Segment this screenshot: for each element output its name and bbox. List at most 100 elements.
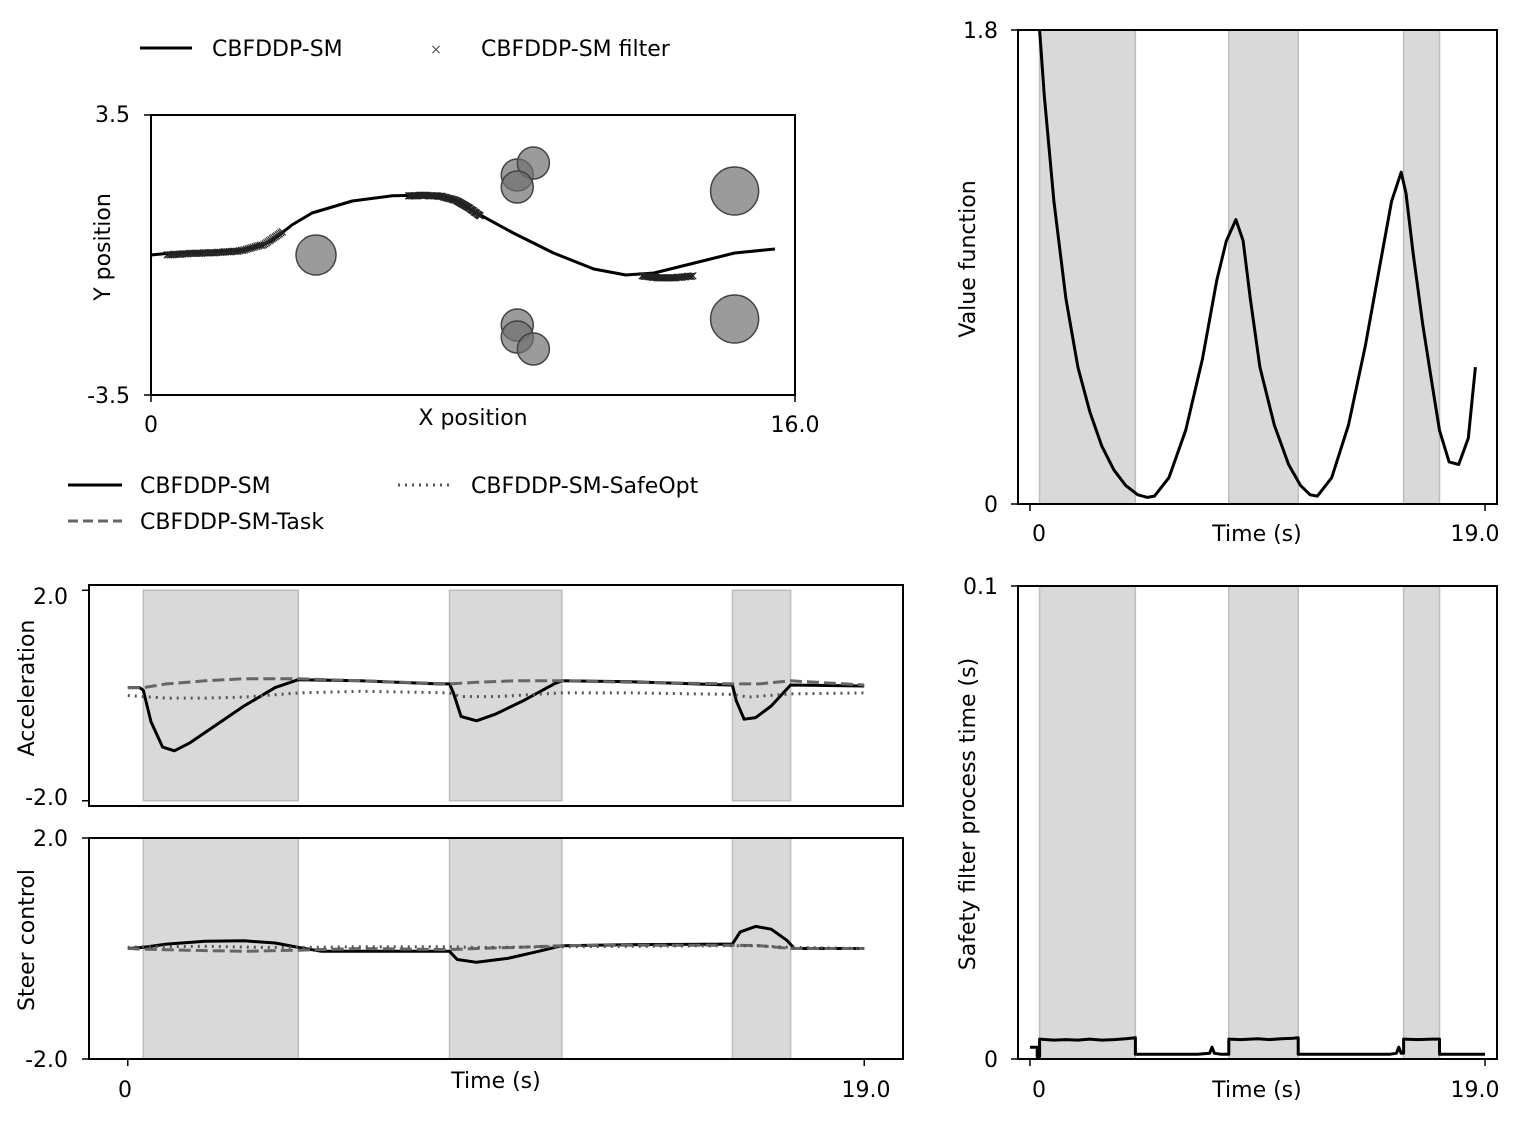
filter-marker-point: × [424,189,435,204]
filter-marker-point: × [167,248,178,263]
filter-marker-point: × [466,203,477,218]
filter-marker-point: × [682,270,693,285]
filter-marker-point: × [447,193,458,208]
intervention-band-2 [1402,585,1441,1060]
filter-marker-point: × [265,233,276,248]
filter-marker-point: × [426,189,437,204]
process-time-panel: 0 19.0 0.1 0 Time (s) Safety filter process t… [956,575,1499,1103]
legend-label-cbfddp-sm-filter: CBFDDP-SM filter [481,37,671,62]
filter-marker-point: × [433,189,444,204]
filter-marker-point: × [638,269,649,284]
filter-marker-point: × [461,199,472,214]
trajectory-legend: CBFDDP-SM × CBFDDP-SM filter [140,37,671,62]
series-line-cbfddp-sm [127,678,865,753]
axes-frame [1017,585,1498,1060]
filter-marker-point: × [438,190,449,205]
filter-marker-point: × [210,246,221,261]
filter-marker-point: × [422,189,433,204]
axes-frame [88,837,904,1060]
filter-marker-point: × [186,247,197,262]
filter-marker-point: × [231,244,242,259]
obstacle-7 [709,166,760,216]
filter-marker-point: × [658,271,669,286]
filter-marker-point: × [244,241,255,256]
filter-marker-point: × [162,248,173,263]
x-tick-label: 19.0 [1451,1078,1500,1103]
filter-marker-point: × [656,271,667,286]
filter-marker-point: × [169,248,180,263]
y-tick-label: 0 [984,1048,998,1073]
filter-marker-point: × [212,246,223,261]
value-function-panel: 0 19.0 1.8 0 Time (s) Value function [956,19,1499,547]
filter-marker-point: × [666,271,677,286]
filter-marker-point: × [213,246,224,261]
filter-marker-point: × [455,196,466,211]
y-axis-label: Acceleration [15,620,40,757]
filter-marker-point: × [648,270,659,285]
filter-marker-point: × [255,239,266,254]
filter-marker-point: × [441,191,452,206]
filter-marker-point: × [418,189,429,204]
steer-control-panel: 0 19.0 2.0 -2.0 Time (s) Steer control [15,827,904,1103]
filter-marker-point: × [227,245,238,260]
y-tick-label: -3.5 [87,384,130,409]
filter-marker-point: × [268,231,279,246]
filter-marker-point: × [653,271,664,286]
filter-marker-point: × [188,247,199,262]
filter-marker-point: × [662,271,673,286]
filter-marker-point: × [654,271,665,286]
filter-marker-point: × [206,246,217,261]
y-axis-label: Steer control [15,869,40,1011]
filter-marker-point: × [446,192,457,207]
filter-marker-point: × [456,196,467,211]
filter-marker-point: × [191,246,202,261]
obstacle-2 [516,146,551,180]
filter-marker-point: × [467,204,478,219]
filter-marker-point: × [677,270,688,285]
filter-marker-point: × [260,237,271,252]
filter-marker-point: × [471,207,482,222]
filter-marker-point: × [427,189,438,204]
filter-marker-point: × [258,238,269,253]
obstacle-8 [709,294,760,344]
series-line-cbfddp-sm [150,193,776,277]
filter-marker-point: × [267,232,278,247]
intervention-band-2 [731,589,792,802]
filter-marker-point: × [475,209,486,224]
filter-marker-point: × [273,228,284,243]
filter-marker-point: × [219,245,230,260]
filter-marker-point: × [655,271,666,286]
filter-marker-point: × [175,247,186,262]
filter-marker-point: × [416,189,427,204]
trajectory-panel: ××××××××××××××××××××××××××××××××××××××××… [87,103,819,438]
filter-marker-point: × [440,191,451,206]
filter-marker-point: × [676,270,687,285]
intervention-band-2 [1402,29,1441,505]
filter-marker-point: × [468,204,479,219]
filter-marker-point: × [411,189,422,204]
y-axis-label: Value function [956,180,981,337]
acceleration-panel: 2.0 -2.0 Acceleration [15,584,904,811]
filter-marker-point: × [184,247,195,262]
filter-marker-point: × [457,197,468,212]
x-tick-label: 0 [1032,1078,1046,1103]
filter-marker-point: × [181,247,192,262]
filter-marker-point: × [458,198,469,213]
filter-marker-point: × [263,235,274,250]
filter-marker-point: × [683,270,694,285]
filter-marker-point: × [460,199,471,214]
filter-marker-point: × [453,195,464,210]
filter-marker-point: × [637,269,648,284]
filter-marker-point: × [664,271,675,286]
filter-marker-point: × [675,270,686,285]
filter-marker-point: × [170,248,181,263]
filter-marker-point: × [203,246,214,261]
filter-marker-point: × [208,246,219,261]
filter-marker-point: × [270,230,281,245]
filter-marker-point: × [439,190,450,205]
control-legend: CBFDDP-SM CBFDDP-SM-SafeOpt CBFDDP-SM-Ta… [68,474,699,535]
filter-marker-point: × [672,271,683,286]
filter-marker-point: × [423,189,434,204]
legend-label-cbfddp-sm: CBFDDP-SM [140,474,271,499]
